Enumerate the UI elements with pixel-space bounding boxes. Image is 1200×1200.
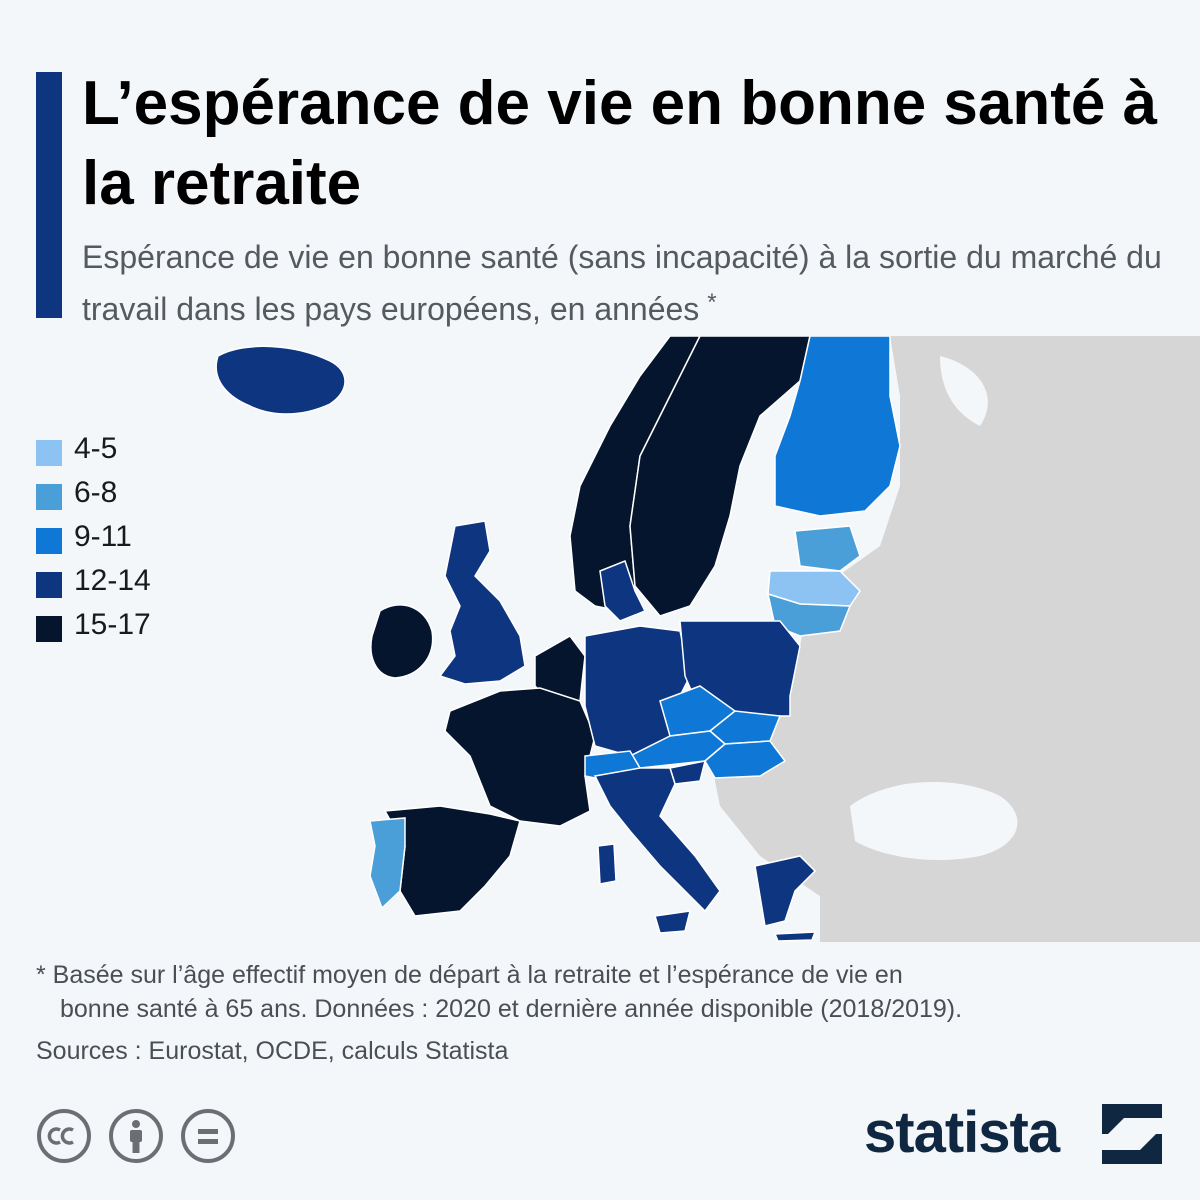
country-france [444, 687, 596, 827]
country-estonia [794, 525, 861, 572]
white-sea [940, 356, 988, 426]
legend-swatch [36, 440, 62, 466]
subtitle-asterisk: * [707, 289, 717, 316]
footnote: * Basée sur l’âge effectif moyen de dépa… [36, 958, 1176, 1026]
cc-icon[interactable] [36, 1108, 92, 1164]
country-united-kingdom [438, 520, 526, 685]
country-ireland [370, 604, 434, 679]
country-hungary [704, 740, 787, 779]
island-crete [773, 931, 817, 942]
legend-label: 6-8 [74, 476, 118, 509]
country-iceland [215, 345, 346, 415]
page-subtitle: Espérance de vie en bonne santé (sans in… [82, 234, 1182, 332]
legend-swatch [36, 484, 62, 510]
brand-wordmark: statista [864, 1100, 1060, 1165]
island-sicily [654, 910, 691, 934]
legend-label: 15-17 [74, 608, 151, 641]
legend-label: 9-11 [74, 520, 132, 553]
by-attribution-icon[interactable] [108, 1108, 164, 1164]
legend-swatch [36, 572, 62, 598]
subtitle-text: Espérance de vie en bonne santé (sans in… [82, 239, 1162, 327]
europe-map [215, 336, 1200, 942]
sources-text: Sources : Eurostat, OCDE, calculs Statis… [36, 1037, 509, 1065]
footnote-line-1: * Basée sur l’âge effectif moyen de dépa… [36, 961, 903, 989]
footnote-line-2: bonne santé à 65 ans. Données : 2020 et … [60, 995, 963, 1023]
page-title: L’espérance de vie en bonne santé à la r… [82, 69, 1158, 218]
country-greece [754, 855, 817, 927]
black-sea [850, 782, 1018, 861]
country-italy [593, 767, 721, 913]
statista-logo[interactable]: statista [864, 1100, 1164, 1170]
country-portugal [369, 817, 406, 910]
title-accent-bar [36, 72, 62, 318]
nd-no-derivatives-icon[interactable] [180, 1108, 236, 1164]
island-sardinia [597, 843, 617, 885]
country-finland [774, 336, 901, 517]
legend-label: 4-5 [74, 432, 118, 465]
legend-swatch [36, 528, 62, 554]
statista-mark-icon [1102, 1104, 1162, 1164]
non-covered-countries [710, 336, 1200, 942]
legend-swatch [36, 616, 62, 642]
country-sweden [629, 336, 811, 617]
legend-label: 12-14 [74, 564, 151, 597]
country-denmark [599, 560, 647, 622]
